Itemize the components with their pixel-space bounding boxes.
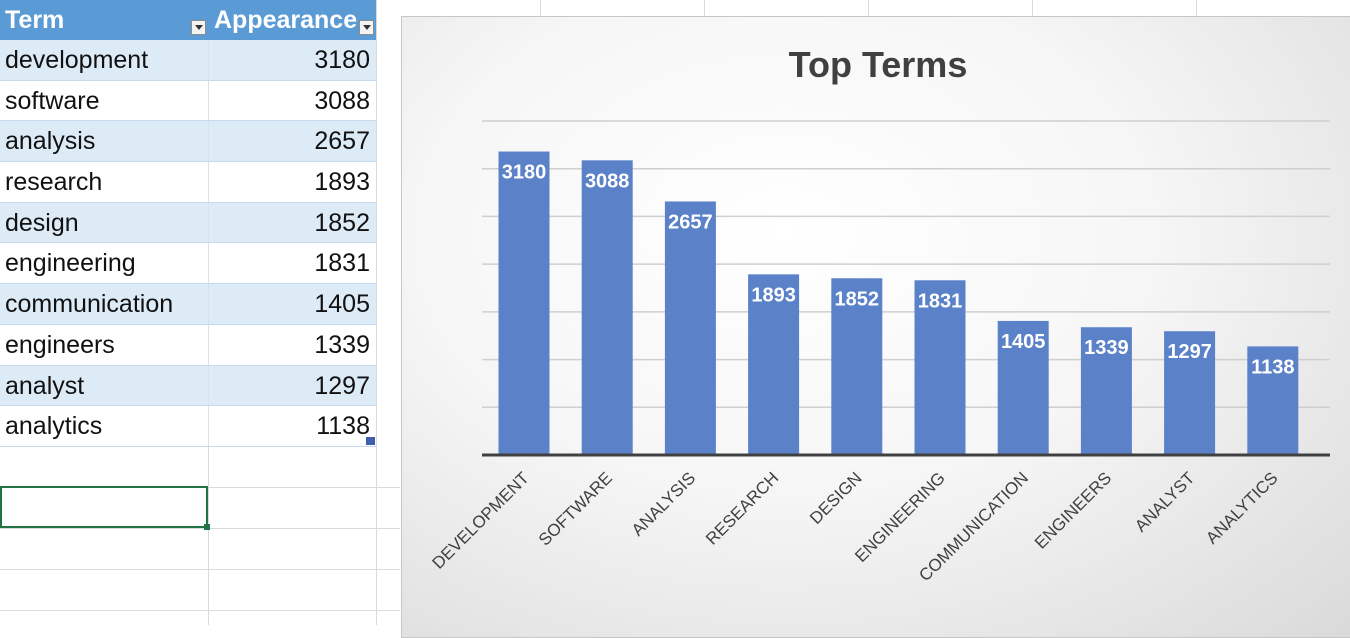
category-tick-label: ANALYST [1131,468,1198,535]
table-resize-handle[interactable] [366,437,375,445]
table-row: engineering 1831 [0,243,376,285]
terms-table: Term Appearance development 3180 software 3… [0,0,376,447]
table-row: analytics 1138 [0,406,376,447]
grid-row-line [0,528,400,529]
bar-data-label: 2657 [668,211,713,233]
bar[interactable] [1080,327,1132,455]
appearance-cell[interactable]: 2657 [314,127,370,156]
appearance-column-header[interactable]: Appearance [214,6,358,34]
grid-row-line [0,569,400,570]
cell-divider [208,80,209,121]
bar[interactable] [1247,346,1299,455]
top-terms-chart[interactable]: Top Terms 3180 DEVELOPMENT 3088 SOFTWARE 2657… [401,16,1350,638]
cell-divider [208,365,209,406]
term-cell[interactable]: analytics [5,412,103,441]
cell-divider [208,243,209,284]
term-cell[interactable]: development [5,46,149,74]
table-row: research 1893 [0,162,376,203]
chart-canvas: Top Terms 3180 DEVELOPMENT 3088 SOFTWARE 2657… [429,44,1330,585]
bar-data-label: 1297 [1167,341,1212,363]
term-cell[interactable]: engineers [5,330,115,359]
table-row: design 1852 [0,202,376,244]
bar-data-label: 1405 [1001,331,1045,353]
table-row: software 3088 [0,80,376,122]
appearance-filter-dropdown-icon[interactable] [359,20,374,35]
term-column-header[interactable]: Term [5,6,65,34]
bar[interactable] [498,151,550,455]
category-tick-label: ANALYTICS [1202,468,1281,547]
appearance-cell[interactable]: 1405 [314,290,370,319]
bar-data-label: 1852 [835,288,880,310]
bar[interactable] [997,320,1049,455]
grid-column-line [540,0,541,16]
appearance-cell[interactable]: 1852 [314,208,370,237]
term-cell[interactable]: analyst [5,371,85,400]
term-cell[interactable]: communication [5,290,174,319]
bar[interactable] [914,280,966,455]
grid-row-line [0,610,400,611]
chart-title[interactable]: Top Terms [789,44,968,85]
appearance-cell[interactable]: 1138 [316,412,370,441]
cell-divider [208,324,209,365]
bar-data-label: 1339 [1084,337,1129,359]
bar-data-label: 1831 [918,290,963,312]
category-tick-label: ANALYSIS [628,468,699,539]
term-cell[interactable]: software [5,86,100,115]
term-cell[interactable]: analysis [5,127,96,156]
cell-divider [208,121,209,162]
appearance-cell[interactable]: 1831 [314,249,370,278]
selected-cell[interactable] [0,486,210,530]
appearance-cell[interactable]: 1893 [314,168,370,197]
term-cell[interactable]: engineering [5,249,136,278]
category-tick-label: DESIGN [806,468,866,528]
table-row: communication 1405 [0,284,376,325]
bar[interactable] [748,274,800,455]
bar[interactable] [581,160,633,455]
category-tick-label: ENGINEERS [1031,468,1115,552]
bar-data-label: 1893 [751,284,796,306]
bar-data-label: 1138 [1251,356,1294,378]
cell-divider [208,202,209,243]
grid-column-line [704,0,705,16]
appearance-cell[interactable]: 1339 [314,330,370,359]
bar[interactable] [664,201,716,455]
bar[interactable] [1164,331,1216,455]
category-tick-label: SOFTWARE [535,468,616,549]
term-cell[interactable]: design [5,208,79,237]
table-row: engineers 1339 [0,324,376,366]
table-row: development 3180 [0,40,376,81]
term-cell[interactable]: research [5,168,103,197]
table-row: analysis 2657 [0,121,376,163]
category-tick-label: RESEARCH [702,468,782,548]
table-header: Term Appearance [0,0,376,40]
cell-divider [208,40,209,80]
grid-column-line [868,0,869,16]
cell-divider [208,406,209,446]
bar-data-label: 3180 [502,162,547,184]
table-row: analyst 1297 [0,365,376,407]
appearance-cell[interactable]: 3088 [314,86,370,115]
bar[interactable] [831,278,883,455]
category-tick-label: DEVELOPMENT [429,468,533,572]
term-filter-dropdown-icon[interactable] [191,20,206,35]
appearance-cell[interactable]: 3180 [314,46,370,74]
grid-column-line [1032,0,1033,16]
bar-data-label: 3088 [585,170,630,192]
category-tick-label: ENGINEERING [851,468,949,566]
grid-column-line [376,0,377,625]
appearance-cell[interactable]: 1297 [314,371,370,400]
grid-column-line [1196,0,1197,16]
cell-divider [208,162,209,202]
cell-divider [208,284,209,324]
